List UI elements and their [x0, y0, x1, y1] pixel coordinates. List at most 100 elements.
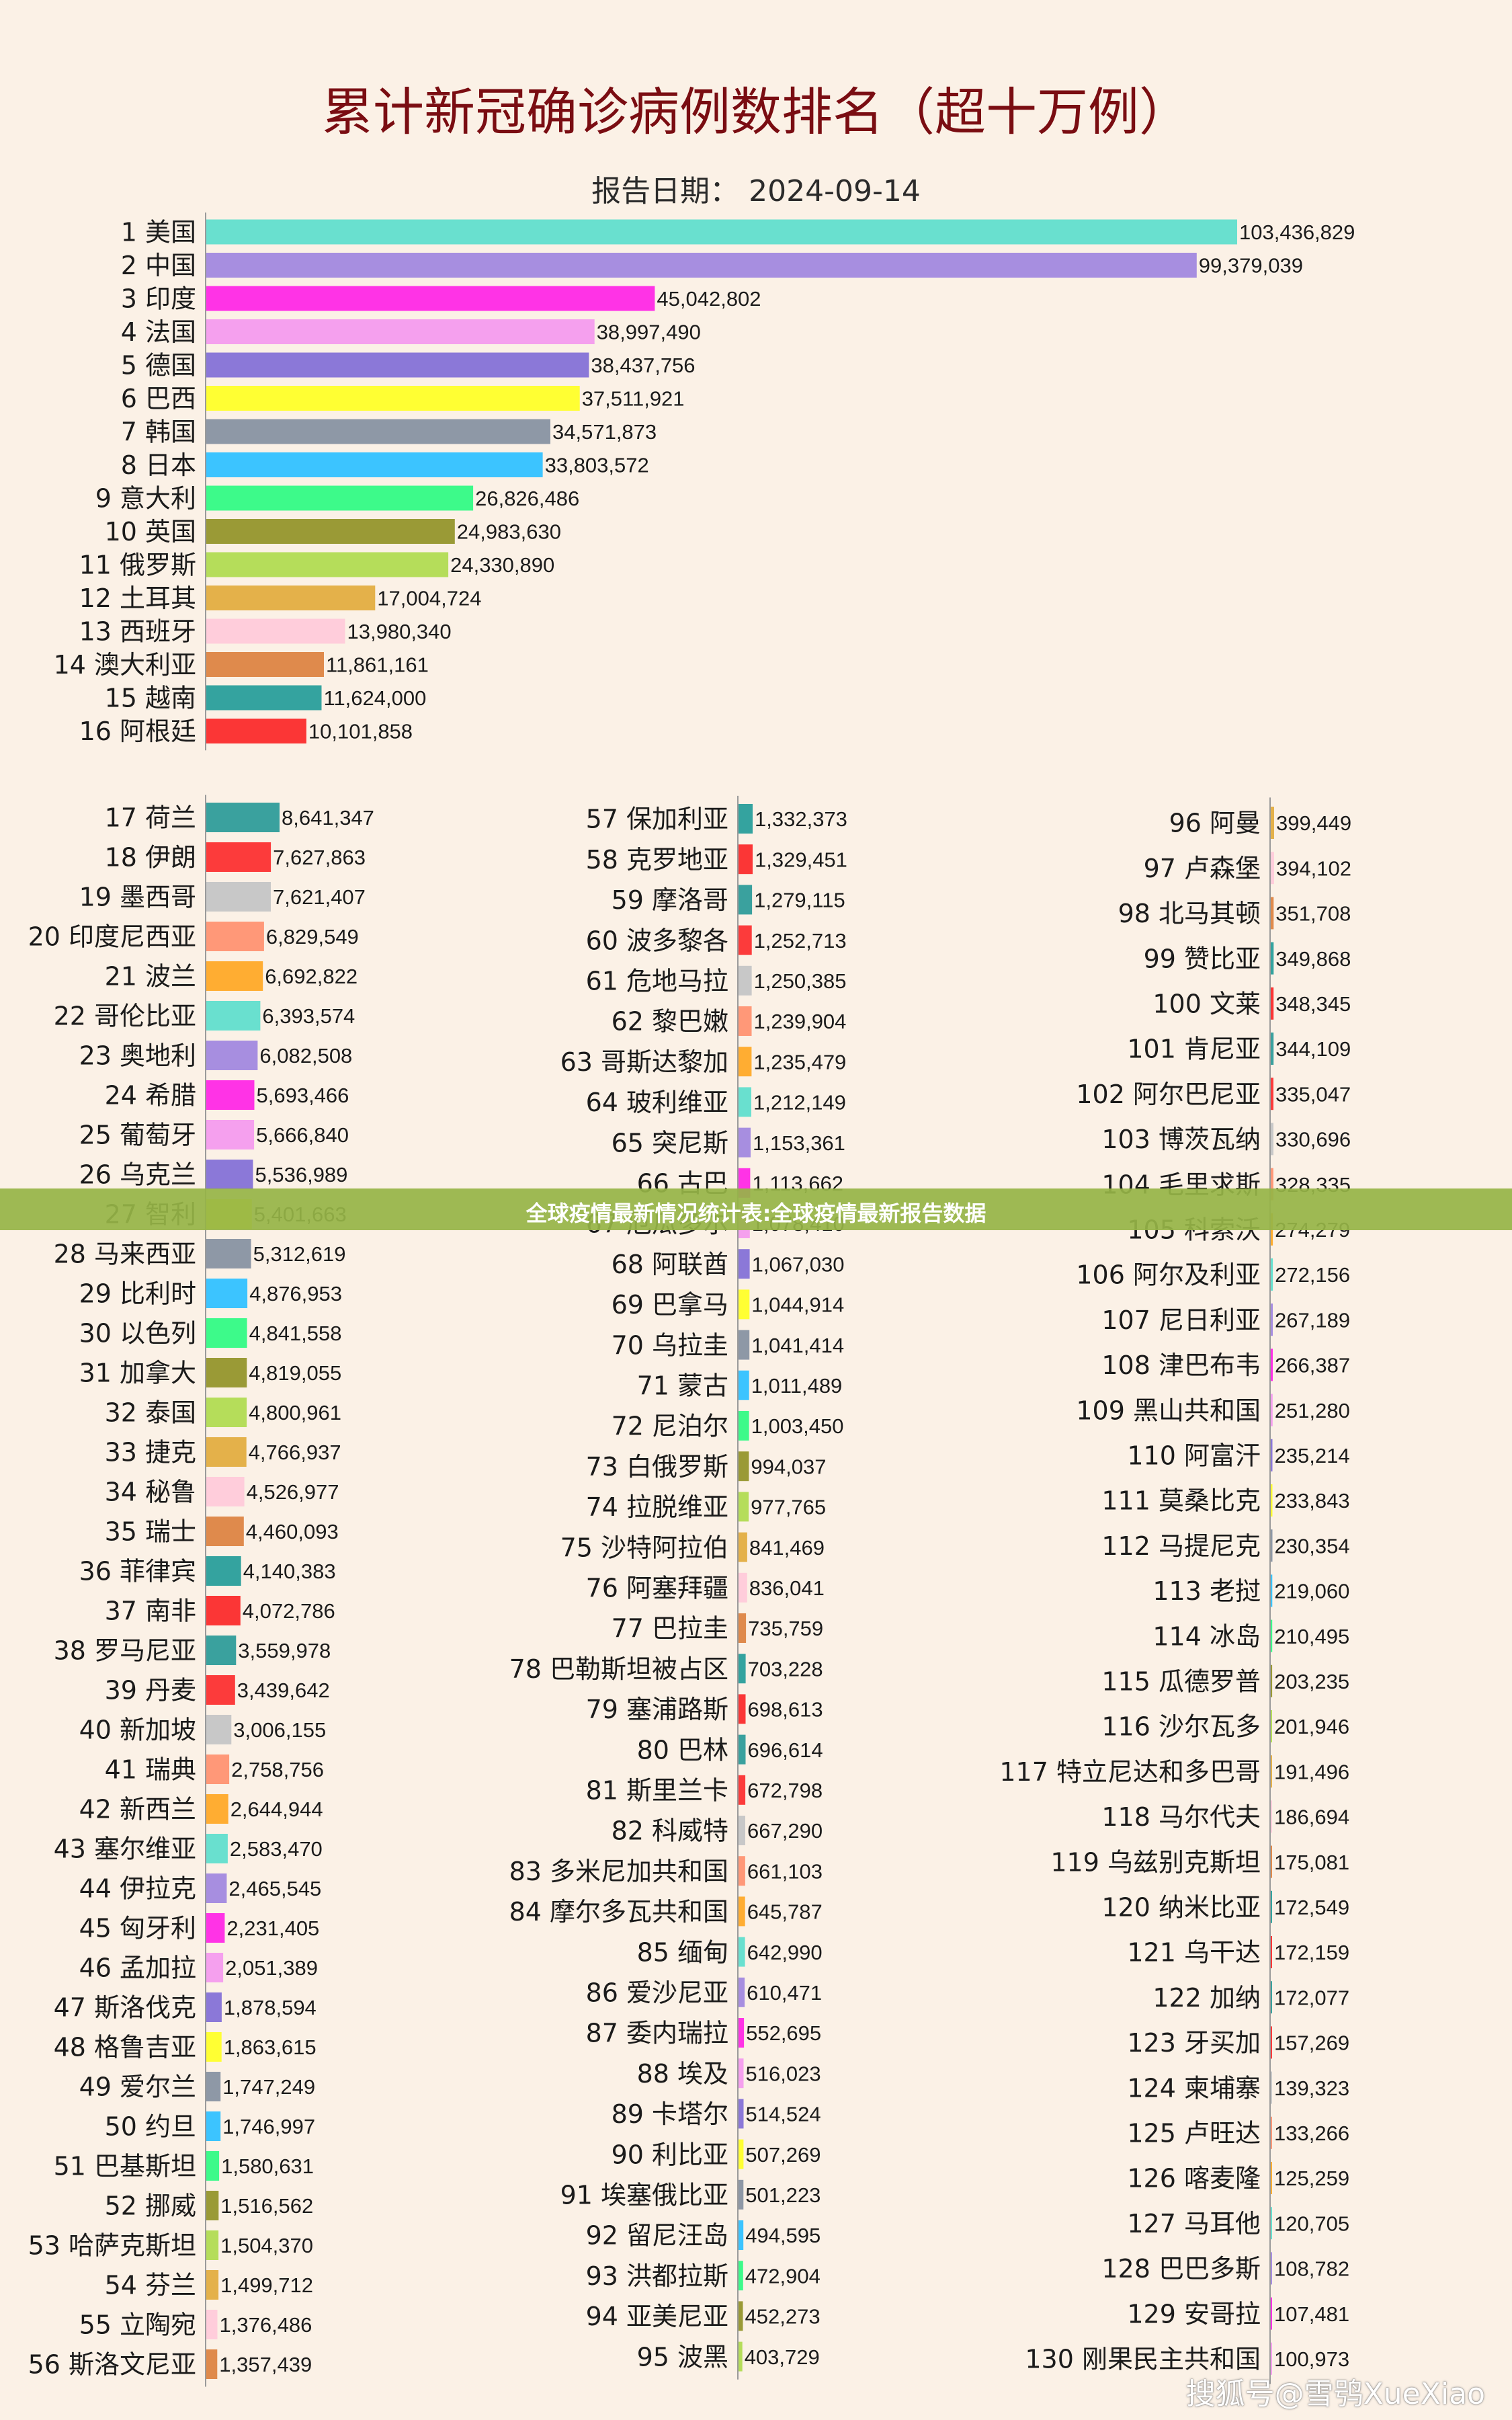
value-label-115: 203,235: [1274, 1670, 1349, 1693]
bar-116: [1270, 1710, 1272, 1742]
bar-129: [1270, 2297, 1272, 2330]
bar-130: [1270, 2342, 1272, 2375]
bar-label-101: 101 肯尼亚: [1127, 1035, 1261, 1064]
bar-label-60: 60 波多黎各: [586, 926, 728, 955]
bar-label-19: 19 墨西哥: [79, 883, 196, 912]
value-label-111: 233,843: [1275, 1489, 1350, 1513]
value-label-90: 507,269: [745, 2143, 821, 2167]
value-label-32: 4,800,961: [249, 1401, 341, 1424]
value-label-26: 5,536,989: [255, 1163, 348, 1186]
bar-label-122: 122 加纳: [1152, 1983, 1261, 2013]
bar-43: [206, 1834, 228, 1863]
value-label-86: 610,471: [747, 1981, 822, 2005]
value-label-33: 4,766,937: [249, 1441, 341, 1464]
bar-label-21: 21 波兰: [105, 962, 196, 992]
bar-label-113: 113 老挝: [1152, 1576, 1261, 1606]
bar-6: [206, 386, 580, 411]
bar-42: [206, 1794, 228, 1824]
value-label-94: 452,273: [745, 2305, 821, 2329]
bar-88: [738, 2058, 744, 2089]
bar-label-58: 58 克罗地亚: [586, 845, 728, 875]
value-label-11: 24,330,890: [450, 553, 554, 577]
chart-panel-2: 17 荷兰 8,641,347 18 伊朗 7,627,863 19 墨西哥 7,621,…: [28, 795, 374, 2387]
bar-64: [738, 1087, 751, 1117]
value-label-59: 1,279,115: [754, 889, 845, 912]
bar-114: [1270, 1619, 1273, 1652]
bar-70: [738, 1330, 750, 1360]
bar-label-41: 41 瑞典: [105, 1755, 196, 1785]
bar-label-35: 35 瑞士: [105, 1517, 196, 1547]
value-label-57: 1,332,373: [755, 807, 847, 831]
value-label-126: 125,259: [1274, 2167, 1349, 2190]
value-label-118: 186,694: [1274, 1806, 1349, 1829]
value-label-16: 10,101,858: [308, 720, 413, 743]
bar-122: [1270, 1981, 1272, 2014]
bar-109: [1270, 1394, 1273, 1426]
bar-label-98: 98 北马其顿: [1118, 899, 1261, 928]
value-label-71: 1,011,489: [751, 1374, 843, 1398]
value-label-64: 1,212,149: [753, 1091, 846, 1115]
value-label-17: 8,641,347: [282, 806, 374, 830]
bar-label-118: 118 马尔代夫: [1101, 1802, 1261, 1832]
bar-label-110: 110 阿富汗: [1127, 1441, 1261, 1471]
bar-label-88: 88 埃及: [637, 2059, 728, 2089]
bar-77: [738, 1613, 747, 1643]
bar-15: [206, 685, 322, 711]
bar-label-94: 94 亚美尼亚: [586, 2302, 728, 2331]
bar-98: [1270, 897, 1274, 930]
bar-label-30: 30 以色列: [79, 1319, 196, 1348]
bar-label-75: 75 沙特阿拉伯: [560, 1533, 728, 1562]
bar-label-44: 44 伊拉克: [79, 1874, 196, 1904]
bar-20: [206, 922, 264, 951]
bar-108: [1270, 1348, 1273, 1381]
bar-75: [738, 1532, 747, 1562]
value-label-46: 2,051,389: [225, 1956, 318, 1980]
bar-label-111: 111 莫桑比克: [1101, 1486, 1261, 1516]
bar-30: [206, 1318, 247, 1348]
value-label-81: 672,798: [747, 1779, 823, 1802]
bar-78: [738, 1654, 746, 1684]
bar-label-92: 92 留尼汪岛: [586, 2221, 728, 2251]
value-label-114: 210,495: [1274, 1625, 1349, 1648]
chart-title: 累计新冠确诊病例数排名（超十万例）: [322, 82, 1190, 142]
bar-33: [206, 1437, 247, 1467]
bar-18: [206, 842, 271, 872]
bar-60: [738, 925, 752, 955]
bar-label-43: 43 塞尔维亚: [54, 1834, 196, 1864]
bar-label-36: 36 菲律宾: [79, 1557, 196, 1586]
bar-label-13: 13 西班牙: [79, 617, 196, 647]
value-label-40: 3,006,155: [233, 1718, 326, 1742]
bar-103: [1270, 1123, 1273, 1156]
bar-label-96: 96 阿曼: [1169, 809, 1261, 838]
bar-label-12: 12 土耳其: [79, 583, 196, 613]
bar-label-62: 62 黎巴嫩: [612, 1007, 728, 1037]
bar-17: [206, 803, 280, 832]
value-label-9: 26,826,486: [475, 487, 579, 510]
value-label-73: 994,037: [751, 1455, 826, 1478]
chart-panel-4: 96 阿曼 399,449 97 卢森堡 394,102 98 北马其顿 351,708 9…: [999, 797, 1351, 2384]
bar-53: [206, 2230, 219, 2260]
bar-24: [206, 1080, 255, 1110]
bar-41: [206, 1755, 230, 1784]
value-label-116: 201,946: [1274, 1715, 1349, 1738]
bar-label-31: 31 加拿大: [79, 1359, 196, 1388]
value-label-15: 11,624,000: [324, 686, 427, 710]
value-label-58: 1,329,451: [755, 848, 847, 871]
bar-label-97: 97 卢森堡: [1144, 854, 1261, 883]
value-label-20: 6,829,549: [266, 925, 359, 949]
bar-50: [206, 2111, 221, 2141]
overlay-banner: [0, 1188, 1512, 1230]
bar-71: [738, 1370, 749, 1400]
bar-5: [206, 352, 589, 378]
bar-label-52: 52 挪威: [105, 2191, 196, 2221]
value-label-7: 34,571,873: [552, 420, 657, 444]
value-label-119: 175,081: [1274, 1851, 1349, 1874]
bar-label-106: 106 阿尔及利亚: [1076, 1260, 1261, 1290]
bar-11: [206, 552, 449, 577]
bar-label-78: 78 巴勒斯坦被占区: [509, 1654, 728, 1684]
value-label-88: 516,023: [746, 2062, 821, 2085]
bar-69: [738, 1289, 750, 1320]
bar-65: [738, 1127, 751, 1158]
value-label-28: 5,312,619: [253, 1242, 346, 1266]
